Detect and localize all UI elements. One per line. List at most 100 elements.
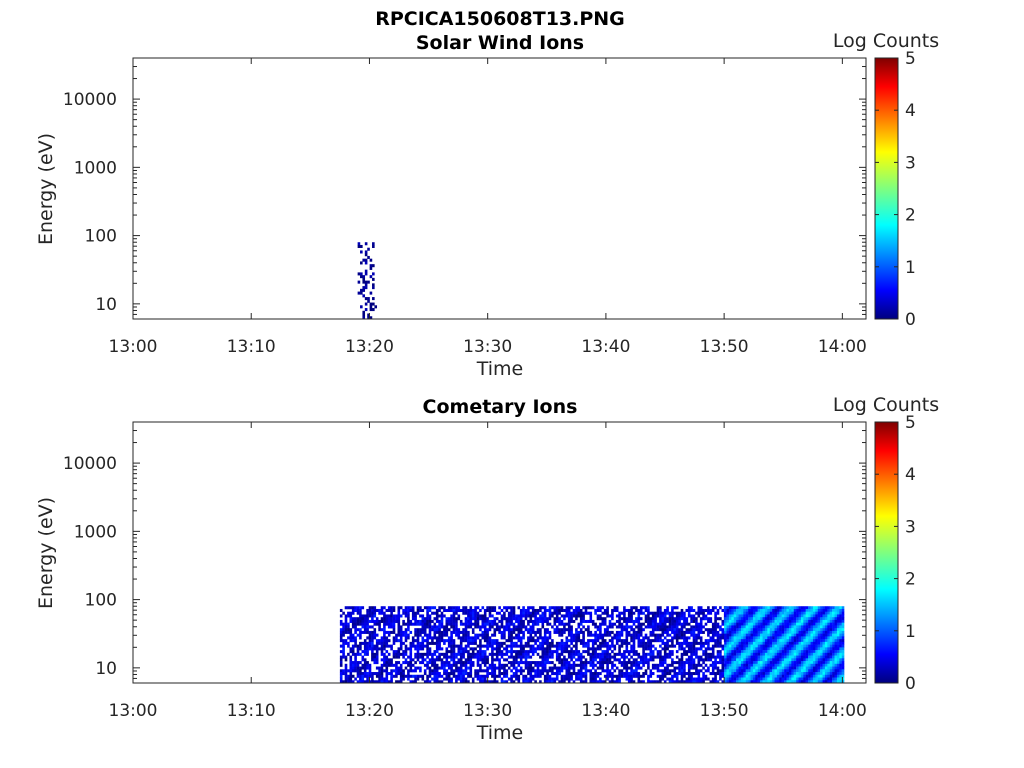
heatmap-cell bbox=[630, 647, 633, 651]
heatmap-cell bbox=[637, 655, 641, 659]
heatmap-cell bbox=[757, 606, 761, 610]
heatmap-cell bbox=[786, 647, 790, 651]
heatmap-cell bbox=[724, 650, 727, 654]
heatmap-cell bbox=[469, 674, 473, 678]
heatmap-cell bbox=[402, 655, 405, 659]
heatmap-cell bbox=[755, 669, 758, 673]
heatmap-cell bbox=[426, 619, 429, 623]
heatmap-cell bbox=[464, 633, 468, 637]
heatmap-cell bbox=[563, 644, 566, 648]
heatmap-cell bbox=[680, 655, 684, 659]
heatmap-cell bbox=[625, 636, 629, 640]
heatmap-cell bbox=[692, 628, 696, 632]
heatmap-cell bbox=[519, 652, 523, 656]
heatmap-cell bbox=[584, 608, 588, 613]
heatmap-cell bbox=[387, 622, 391, 626]
heatmap-cell bbox=[728, 655, 732, 659]
heatmap-cell bbox=[709, 628, 713, 632]
heatmap-cell bbox=[483, 617, 487, 621]
heatmap-cell bbox=[423, 617, 427, 621]
heatmap-cell bbox=[347, 628, 350, 632]
heatmap-cell bbox=[438, 658, 441, 662]
heatmap-cell bbox=[620, 617, 624, 621]
heatmap-cell bbox=[433, 669, 437, 673]
heatmap-cell bbox=[347, 680, 350, 683]
heatmap-cell bbox=[822, 677, 826, 681]
heatmap-cell bbox=[529, 628, 533, 632]
heatmap-cell bbox=[702, 650, 705, 654]
heatmap-cell bbox=[666, 617, 669, 621]
heatmap-cell bbox=[608, 625, 612, 629]
heatmap-cell bbox=[618, 639, 621, 643]
heatmap-cell bbox=[534, 669, 537, 673]
heatmap-cell bbox=[721, 663, 725, 667]
heatmap-cell bbox=[699, 655, 703, 659]
heatmap-cell bbox=[687, 677, 691, 681]
heatmap-cell bbox=[575, 652, 578, 656]
heatmap-cell bbox=[724, 639, 727, 643]
heatmap-cell bbox=[661, 655, 665, 659]
heatmap-cell bbox=[663, 647, 667, 651]
heatmap-cell bbox=[517, 669, 521, 673]
colorbar-tick-label: 2 bbox=[905, 570, 916, 590]
heatmap-cell bbox=[836, 606, 840, 610]
heatmap-cell bbox=[760, 622, 763, 626]
heatmap-cell bbox=[387, 614, 391, 618]
heatmap-cell bbox=[675, 611, 679, 615]
heatmap-cell bbox=[575, 630, 578, 634]
heatmap-cell bbox=[505, 652, 509, 656]
heatmap-cell bbox=[841, 628, 845, 632]
heatmap-cell bbox=[548, 680, 552, 683]
heatmap-cell bbox=[774, 622, 778, 626]
heatmap-cell bbox=[411, 622, 415, 626]
heatmap-cell bbox=[663, 658, 667, 662]
x-tick-label: 13:50 bbox=[700, 701, 749, 721]
heatmap-cell bbox=[832, 608, 835, 613]
heatmap-cell bbox=[635, 669, 638, 673]
heatmap-cell bbox=[455, 661, 458, 665]
heatmap-cell bbox=[615, 639, 619, 643]
heatmap-cell bbox=[757, 677, 761, 681]
heatmap-cell bbox=[476, 633, 480, 637]
heatmap-cell bbox=[613, 669, 617, 673]
heatmap-cell bbox=[414, 639, 417, 643]
heatmap-cell bbox=[697, 625, 701, 629]
heatmap-cell bbox=[820, 650, 823, 654]
heatmap-cell bbox=[671, 614, 674, 618]
heatmap-cell bbox=[760, 652, 763, 656]
heatmap-cell bbox=[503, 630, 506, 634]
heatmap-cell bbox=[447, 672, 451, 676]
heatmap-cell bbox=[385, 663, 389, 667]
heatmap-cell bbox=[752, 658, 756, 662]
heatmap-cell bbox=[820, 661, 823, 665]
heatmap-cell bbox=[803, 619, 806, 623]
heatmap-cell bbox=[680, 672, 684, 676]
heatmap-cell bbox=[356, 647, 360, 651]
heatmap-cell bbox=[680, 658, 684, 662]
heatmap-cell bbox=[832, 633, 835, 637]
heatmap-cell bbox=[421, 614, 425, 618]
heatmap-cell bbox=[392, 655, 396, 659]
heatmap-cell bbox=[647, 622, 650, 626]
heatmap-cell bbox=[772, 636, 775, 640]
heatmap-cell bbox=[351, 622, 355, 626]
heatmap-cell bbox=[479, 647, 482, 651]
heatmap-cell bbox=[349, 636, 353, 640]
heatmap-cell bbox=[347, 630, 350, 634]
heatmap-cell bbox=[827, 677, 830, 681]
heatmap-cell bbox=[832, 636, 835, 640]
heatmap-cell bbox=[546, 628, 549, 632]
heatmap-cell bbox=[474, 652, 477, 656]
heatmap-cell bbox=[606, 672, 609, 676]
heatmap-cell bbox=[579, 652, 583, 656]
heatmap-cell bbox=[339, 661, 343, 665]
heatmap-cell bbox=[589, 639, 593, 643]
heatmap-cell bbox=[469, 636, 473, 640]
heatmap-cell bbox=[426, 622, 429, 626]
heatmap-cell bbox=[784, 644, 787, 648]
heatmap-cell bbox=[570, 619, 573, 623]
heatmap-cell bbox=[776, 628, 780, 632]
heatmap-cell bbox=[656, 606, 660, 610]
heatmap-cell bbox=[503, 652, 506, 656]
heatmap-cell bbox=[342, 652, 345, 656]
